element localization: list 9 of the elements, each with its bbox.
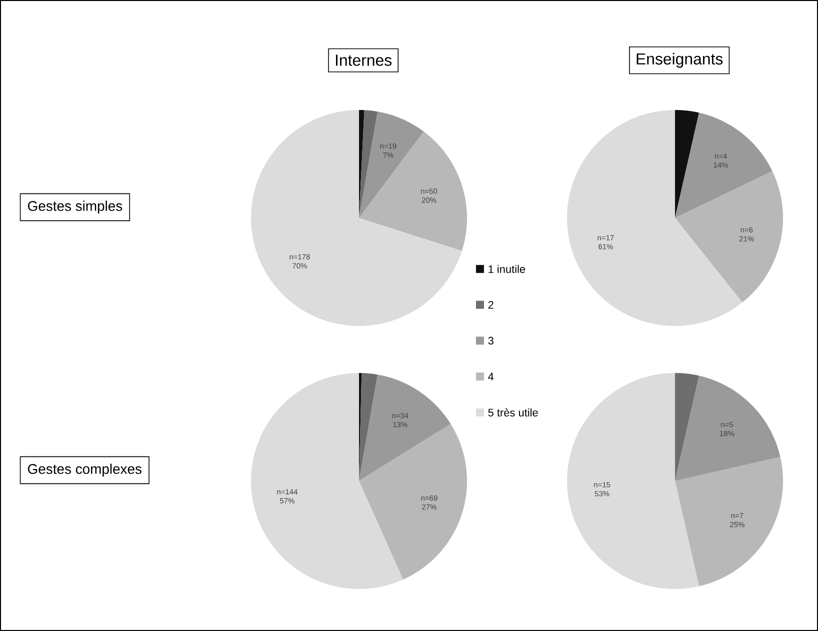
chart-title: Internes bbox=[336, 54, 392, 66]
legend-label: 5 très utile bbox=[488, 408, 538, 416]
text: Gestes simples bbox=[28, 200, 122, 214]
legend-label: 3 bbox=[488, 336, 494, 345]
legend-label: 1 inutile bbox=[488, 264, 526, 273]
legend-label: 2 bbox=[488, 301, 494, 309]
text: Gestes complexes bbox=[28, 464, 142, 477]
chart-title: Enseignants bbox=[636, 52, 723, 68]
legend-label: 4 bbox=[488, 372, 494, 380]
